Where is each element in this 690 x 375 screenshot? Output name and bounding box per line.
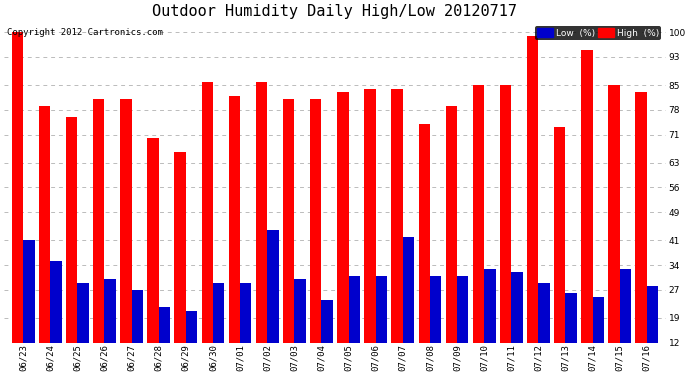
Bar xyxy=(66,117,77,343)
Bar xyxy=(256,82,267,343)
Bar xyxy=(295,279,306,343)
Bar xyxy=(403,237,414,343)
Bar xyxy=(609,85,620,343)
Bar xyxy=(104,279,116,343)
Bar xyxy=(538,283,550,343)
Legend: Low  (%), High  (%): Low (%), High (%) xyxy=(535,26,661,40)
Bar xyxy=(148,138,159,343)
Bar xyxy=(283,99,295,343)
Bar xyxy=(322,300,333,343)
Title: Outdoor Humidity Daily High/Low 20120717: Outdoor Humidity Daily High/Low 20120717 xyxy=(152,4,518,19)
Bar xyxy=(375,276,387,343)
Bar xyxy=(228,96,240,343)
Bar xyxy=(12,32,23,343)
Bar xyxy=(213,283,224,343)
Bar xyxy=(457,276,469,343)
Bar xyxy=(337,92,348,343)
Bar xyxy=(201,82,213,343)
Bar xyxy=(554,128,566,343)
Bar xyxy=(364,89,375,343)
Bar xyxy=(593,297,604,343)
Bar xyxy=(120,99,132,343)
Bar xyxy=(186,311,197,343)
Bar xyxy=(511,272,522,343)
Bar xyxy=(348,276,360,343)
Bar xyxy=(446,106,457,343)
Bar xyxy=(647,286,658,343)
Bar xyxy=(23,240,34,343)
Bar xyxy=(527,36,538,343)
Bar xyxy=(566,293,577,343)
Bar xyxy=(635,92,647,343)
Bar xyxy=(500,85,511,343)
Bar xyxy=(620,268,631,343)
Bar xyxy=(39,106,50,343)
Bar xyxy=(175,152,186,343)
Bar xyxy=(419,124,430,343)
Bar xyxy=(310,99,322,343)
Text: Copyright 2012 Cartronics.com: Copyright 2012 Cartronics.com xyxy=(8,28,164,37)
Bar xyxy=(132,290,143,343)
Bar xyxy=(484,268,495,343)
Bar xyxy=(159,307,170,343)
Bar xyxy=(240,283,251,343)
Bar xyxy=(267,230,279,343)
Bar xyxy=(391,89,403,343)
Bar xyxy=(430,276,442,343)
Bar xyxy=(473,85,484,343)
Bar xyxy=(77,283,89,343)
Bar xyxy=(93,99,104,343)
Bar xyxy=(50,261,61,343)
Bar xyxy=(581,50,593,343)
